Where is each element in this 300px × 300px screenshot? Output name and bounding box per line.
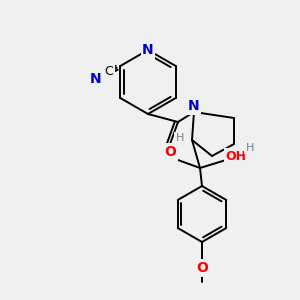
Text: H: H [176,133,184,143]
Text: O: O [196,261,208,275]
Text: H: H [246,143,254,153]
Text: C: C [105,65,113,78]
Text: OH: OH [226,149,247,163]
Text: N: N [89,71,101,85]
Text: N: N [142,43,154,57]
Text: O: O [164,145,176,159]
Text: N: N [188,99,200,113]
